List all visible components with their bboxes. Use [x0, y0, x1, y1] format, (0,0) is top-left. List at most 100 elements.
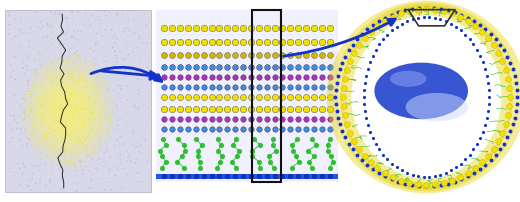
Point: [168, 75, 176, 78]
Point: [470, 19, 478, 23]
Point: [137, 180, 146, 183]
Point: [168, 95, 176, 99]
Point: [207, 65, 216, 68]
Point: [471, 166, 479, 170]
Point: [29, 127, 37, 130]
Point: [413, 183, 422, 186]
Point: [355, 147, 363, 150]
Point: [215, 41, 224, 44]
Point: [310, 175, 318, 178]
Point: [89, 172, 97, 176]
Point: [49, 112, 58, 116]
Point: [138, 99, 147, 102]
Point: [66, 139, 74, 142]
Point: [294, 107, 302, 111]
Point: [487, 32, 495, 36]
Point: [84, 154, 92, 157]
Point: [302, 41, 310, 44]
Ellipse shape: [390, 71, 426, 87]
Point: [168, 85, 176, 88]
Point: [123, 123, 131, 127]
Point: [89, 64, 97, 67]
Point: [160, 107, 168, 111]
Point: [71, 105, 79, 108]
Point: [375, 171, 383, 175]
Point: [73, 55, 82, 58]
Point: [48, 168, 56, 172]
Point: [34, 165, 42, 168]
Point: [97, 124, 105, 127]
Point: [302, 53, 310, 56]
Point: [471, 24, 479, 27]
Point: [129, 144, 137, 147]
Point: [68, 110, 76, 114]
Point: [116, 84, 125, 87]
Point: [302, 128, 310, 131]
Point: [388, 15, 397, 18]
Point: [48, 118, 57, 122]
Point: [65, 56, 73, 60]
Point: [397, 12, 405, 15]
Point: [100, 151, 108, 154]
Point: [25, 31, 33, 35]
Point: [10, 36, 18, 39]
Point: [482, 28, 490, 31]
Point: [92, 41, 100, 44]
Point: [99, 67, 108, 71]
Point: [70, 181, 78, 184]
Point: [132, 172, 140, 175]
Point: [75, 11, 83, 14]
Point: [336, 123, 344, 126]
Point: [32, 68, 41, 71]
Point: [74, 132, 83, 135]
Point: [181, 149, 189, 152]
Point: [61, 145, 69, 149]
Point: [341, 136, 349, 139]
Point: [32, 141, 41, 144]
Point: [66, 137, 74, 141]
Point: [45, 158, 54, 161]
Point: [27, 93, 35, 97]
Point: [381, 19, 389, 22]
Point: [24, 56, 32, 59]
Point: [255, 107, 263, 111]
Point: [136, 62, 145, 65]
Point: [27, 54, 35, 57]
Point: [478, 61, 487, 64]
Point: [339, 95, 347, 99]
Point: [255, 65, 263, 68]
Point: [37, 19, 45, 22]
Point: [20, 72, 29, 75]
Point: [56, 43, 64, 46]
Point: [113, 57, 121, 60]
Point: [17, 132, 25, 135]
Point: [362, 117, 370, 120]
Point: [231, 175, 239, 178]
Point: [239, 41, 247, 44]
Point: [138, 152, 147, 155]
Point: [47, 147, 56, 150]
Point: [463, 175, 472, 178]
Point: [403, 19, 411, 23]
Point: [289, 149, 297, 152]
Point: [375, 148, 384, 151]
Point: [270, 107, 279, 111]
Point: [58, 70, 67, 74]
Point: [72, 109, 81, 112]
Point: [215, 53, 224, 56]
Point: [44, 34, 52, 37]
Point: [109, 46, 117, 49]
Point: [302, 118, 310, 121]
Point: [112, 106, 120, 110]
Point: [19, 61, 27, 65]
Point: [98, 160, 106, 163]
Bar: [156, 10, 338, 182]
Point: [239, 107, 247, 111]
Point: [215, 95, 224, 99]
Point: [11, 57, 20, 60]
Point: [76, 87, 84, 90]
Point: [483, 74, 491, 77]
Point: [121, 26, 129, 29]
Point: [123, 85, 132, 88]
Point: [55, 168, 63, 171]
